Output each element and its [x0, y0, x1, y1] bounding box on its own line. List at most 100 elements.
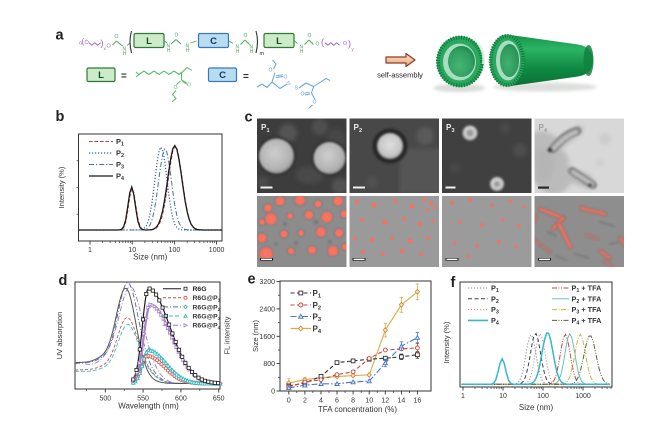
svg-text:100: 100: [537, 393, 549, 400]
svg-text:6: 6: [335, 398, 339, 405]
svg-text:1: 1: [267, 128, 270, 134]
svg-text:N: N: [250, 45, 254, 51]
svg-text:O: O: [115, 34, 119, 40]
svg-text:P3 + TFA: P3 + TFA: [572, 305, 603, 316]
svg-text:S: S: [295, 86, 299, 92]
svg-text:H: H: [167, 48, 171, 54]
svg-text:a: a: [56, 28, 65, 44]
svg-text:C: C: [219, 70, 226, 81]
svg-text:P4: P4: [116, 172, 124, 183]
svg-text:): ): [101, 38, 104, 48]
svg-text:P3: P3: [491, 305, 499, 316]
svg-text:8: 8: [351, 398, 355, 405]
svg-text:10: 10: [365, 398, 373, 405]
svg-text:P1: P1: [116, 137, 124, 148]
svg-text:m: m: [260, 51, 265, 57]
svg-text:3200: 3200: [259, 279, 275, 286]
svg-text:x: x: [104, 46, 107, 51]
svg-text:550: 550: [137, 396, 149, 403]
svg-text:N: N: [123, 47, 127, 53]
svg-text:1000: 1000: [209, 247, 225, 254]
svg-text:P: P: [354, 123, 360, 132]
svg-text:O: O: [308, 33, 312, 39]
svg-text:(: (: [321, 37, 324, 47]
svg-text:Intensity (%): Intensity (%): [57, 166, 66, 208]
svg-text:10: 10: [499, 393, 507, 400]
svg-text:Wavelength (nm): Wavelength (nm): [118, 402, 179, 411]
svg-text:L: L: [146, 36, 152, 47]
svg-text:FL intensity: FL intensity: [223, 316, 232, 354]
svg-text:O: O: [316, 42, 320, 48]
svg-text:o: o: [79, 41, 82, 47]
svg-text:1600: 1600: [259, 334, 275, 341]
svg-text:y: y: [352, 47, 355, 52]
svg-text:4: 4: [544, 128, 548, 134]
svg-text:H: H: [236, 49, 240, 55]
svg-text:16: 16: [414, 398, 422, 405]
svg-text:Intensity (%): Intensity (%): [442, 321, 451, 363]
svg-text:N: N: [186, 44, 190, 50]
svg-text:P4 + TFA: P4 + TFA: [572, 316, 603, 327]
svg-text:4: 4: [319, 398, 323, 405]
svg-text:O: O: [301, 92, 305, 98]
svg-text:P2: P2: [491, 294, 499, 305]
svg-text:P2: P2: [313, 301, 322, 312]
svg-text:N: N: [300, 45, 304, 51]
svg-text:O: O: [343, 41, 348, 47]
svg-text:P: P: [539, 123, 545, 132]
svg-text:N: N: [236, 45, 240, 51]
svg-text:R6G@P4: R6G@P4: [193, 323, 221, 332]
svg-text:c: c: [245, 110, 253, 126]
svg-text:R6G: R6G: [193, 286, 207, 293]
svg-text:O: O: [187, 83, 191, 89]
svg-text:Size (nm): Size (nm): [133, 253, 168, 262]
svg-text:TFA concentration (%): TFA concentration (%): [318, 405, 397, 414]
svg-text:1: 1: [88, 247, 92, 254]
svg-text:P3: P3: [313, 312, 322, 323]
svg-text:800: 800: [263, 361, 275, 368]
svg-text:H: H: [186, 48, 190, 54]
svg-text:): ): [348, 39, 351, 49]
svg-text:2: 2: [303, 398, 307, 405]
svg-text:O: O: [107, 44, 112, 50]
svg-text:650: 650: [213, 396, 225, 403]
svg-text:O: O: [174, 85, 178, 91]
svg-text:=: =: [243, 72, 249, 83]
svg-text:1: 1: [461, 393, 465, 400]
svg-text:N: N: [167, 44, 171, 50]
svg-text:12: 12: [381, 398, 389, 405]
svg-text:R6G@P1: R6G@P1: [193, 295, 221, 304]
svg-text:H: H: [250, 49, 254, 55]
svg-text:O: O: [175, 33, 179, 39]
svg-text:R6G@P3: R6G@P3: [193, 313, 221, 322]
svg-text:P4: P4: [491, 316, 499, 327]
svg-text:0: 0: [271, 389, 275, 396]
svg-text:C: C: [210, 36, 217, 47]
svg-text:10: 10: [128, 247, 136, 254]
svg-text:Size (nm): Size (nm): [519, 403, 554, 412]
svg-text:0: 0: [287, 398, 291, 405]
svg-text:600: 600: [175, 396, 187, 403]
svg-text:S: S: [287, 81, 291, 87]
svg-text:self-assembly: self-assembly: [377, 71, 423, 80]
svg-text:e: e: [248, 272, 256, 288]
svg-text:2400: 2400: [259, 306, 275, 313]
svg-text:(: (: [82, 37, 85, 46]
svg-text:P1: P1: [313, 289, 322, 300]
svg-text:R6G@P2: R6G@P2: [193, 304, 221, 313]
svg-text:P4: P4: [313, 324, 322, 335]
svg-text:O: O: [269, 68, 273, 74]
svg-text:3: 3: [452, 128, 455, 134]
svg-text:L: L: [98, 70, 104, 81]
svg-text:P2: P2: [116, 149, 124, 160]
svg-text:UV absorption: UV absorption: [55, 312, 64, 360]
svg-text:H: H: [300, 49, 304, 55]
svg-text:2: 2: [359, 128, 362, 134]
svg-text:O: O: [244, 33, 248, 39]
svg-text:O: O: [284, 75, 288, 81]
svg-text:P: P: [446, 123, 452, 132]
svg-text:O: O: [313, 100, 317, 106]
svg-text:Size (nm): Size (nm): [251, 319, 260, 352]
svg-text:L: L: [276, 36, 282, 47]
svg-text:d: d: [59, 273, 68, 289]
